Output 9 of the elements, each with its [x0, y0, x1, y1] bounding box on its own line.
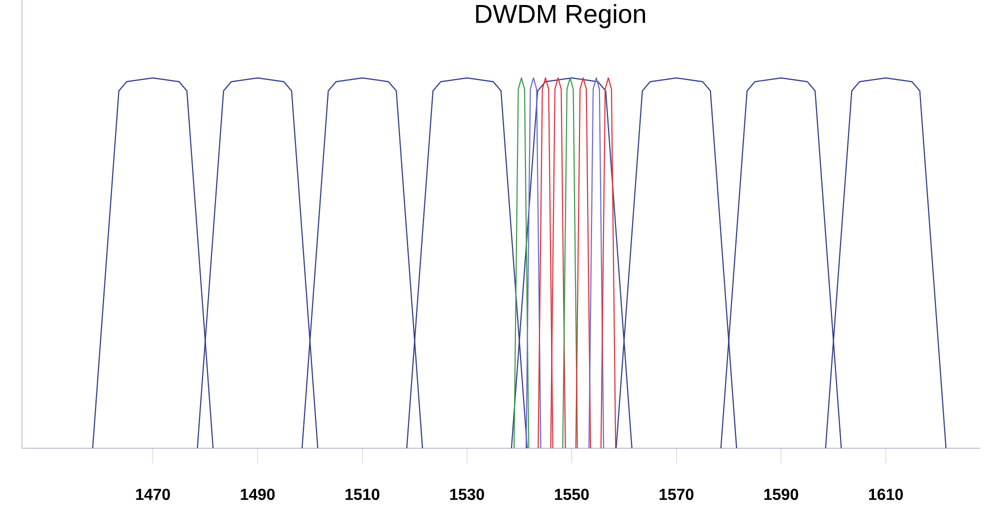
- x-tick-label: 1590: [764, 488, 798, 500]
- x-tick-label: 1530: [450, 488, 484, 500]
- x-tick-label: 1550: [554, 488, 589, 500]
- x-tick-label: 1570: [660, 488, 694, 500]
- chart-title: DWDM Region: [476, 4, 646, 28]
- x-tick-label: 1610: [869, 488, 903, 500]
- x-tick-label: 1470: [136, 488, 170, 500]
- x-tick-label: 1490: [240, 488, 275, 500]
- x-tick-label: 1510: [346, 488, 380, 500]
